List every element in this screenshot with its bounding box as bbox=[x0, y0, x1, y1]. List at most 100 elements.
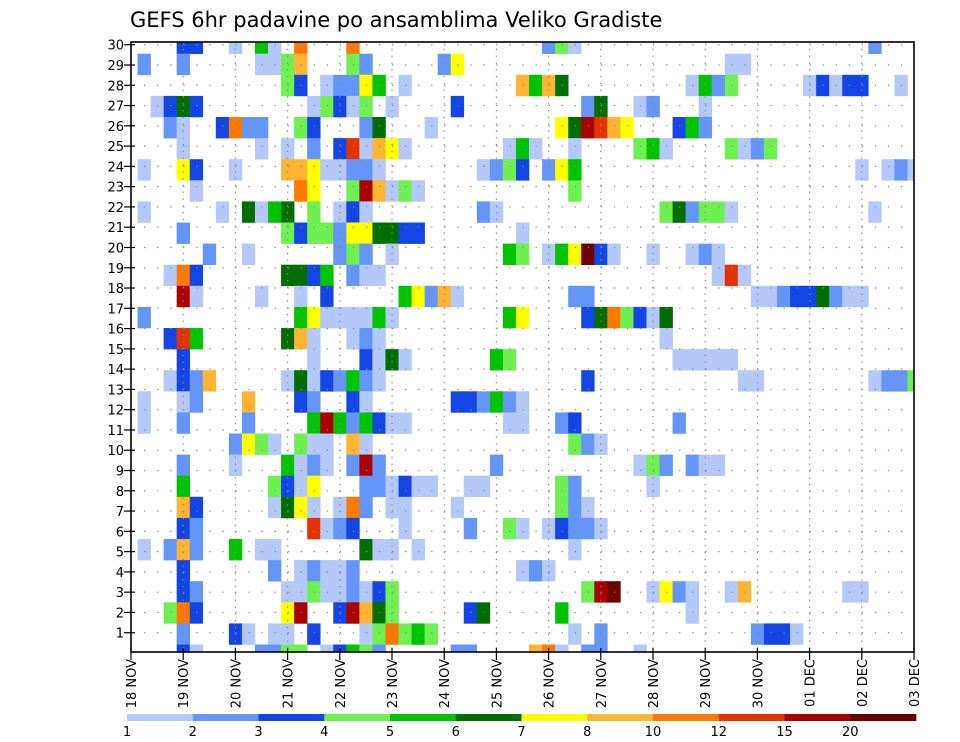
heatmap-cell bbox=[254, 539, 269, 561]
heatmap-cell bbox=[294, 560, 308, 582]
colorbar-swatch bbox=[587, 714, 654, 721]
heatmap-cell bbox=[398, 475, 412, 498]
heatmap-cell bbox=[450, 644, 465, 652]
colorbar-label: 4 bbox=[320, 725, 328, 740]
heatmap-cell bbox=[189, 328, 204, 350]
heatmap-cell bbox=[568, 243, 582, 265]
x-tick-label: 01 DEC bbox=[804, 659, 819, 707]
heatmap-cell bbox=[568, 623, 582, 645]
heatmap-cell bbox=[150, 95, 164, 118]
heatmap-cell bbox=[359, 117, 373, 139]
heatmap-cell bbox=[163, 370, 177, 392]
heatmap-cell bbox=[568, 159, 582, 181]
heatmap-cell bbox=[555, 243, 569, 265]
heatmap-cell bbox=[307, 95, 321, 118]
heatmap-cell bbox=[555, 42, 569, 54]
y-tick-label: 1 bbox=[116, 627, 124, 642]
heatmap-cell bbox=[581, 644, 595, 652]
heatmap-cell bbox=[189, 180, 204, 202]
heatmap-cell bbox=[346, 433, 360, 455]
heatmap-cell bbox=[424, 117, 438, 139]
heatmap-cell bbox=[176, 539, 191, 561]
colorbar-label: 5 bbox=[386, 725, 394, 740]
colorbar-swatch bbox=[258, 714, 325, 721]
heatmap-cell bbox=[307, 433, 321, 455]
y-tick-label: 15 bbox=[107, 343, 124, 358]
heatmap-cell bbox=[372, 264, 386, 287]
heatmap-cell bbox=[698, 243, 713, 265]
heatmap-cell bbox=[359, 243, 373, 265]
heatmap-cell bbox=[685, 201, 699, 223]
heatmap-cell bbox=[907, 159, 914, 181]
heatmap-cell bbox=[763, 138, 778, 160]
y-tick-label: 6 bbox=[116, 525, 124, 540]
heatmap-cell bbox=[594, 95, 608, 118]
heatmap-cell bbox=[633, 454, 647, 476]
heatmap-cell bbox=[581, 306, 595, 329]
heatmap-cell bbox=[489, 349, 504, 371]
y-tick-label: 8 bbox=[116, 485, 124, 500]
heatmap-cell bbox=[176, 328, 191, 350]
heatmap-cell bbox=[294, 306, 308, 329]
heatmap-cell bbox=[346, 412, 360, 434]
heatmap-cell bbox=[320, 95, 334, 118]
heatmap-cell bbox=[189, 517, 204, 540]
heatmap-cell bbox=[463, 517, 478, 540]
heatmap-cell bbox=[502, 138, 517, 160]
heatmap-cell bbox=[346, 201, 360, 223]
colorbar-label: 1 bbox=[123, 725, 131, 740]
heatmap-cell bbox=[241, 391, 256, 413]
heatmap-cell bbox=[750, 285, 765, 308]
heatmap-cell bbox=[790, 285, 804, 308]
heatmap-cell bbox=[307, 475, 321, 498]
heatmap-cell bbox=[268, 539, 282, 561]
heatmap-cell bbox=[659, 201, 673, 223]
heatmap-cell bbox=[672, 412, 686, 434]
heatmap-cell bbox=[333, 243, 347, 265]
heatmap-cell bbox=[646, 243, 660, 265]
heatmap-cell bbox=[202, 243, 217, 265]
heatmap-cell bbox=[359, 433, 373, 455]
heatmap-cell bbox=[672, 117, 686, 139]
heatmap-cell bbox=[489, 454, 504, 476]
heatmap-cell bbox=[137, 159, 151, 181]
heatmap-cell bbox=[307, 264, 321, 287]
heatmap-cell bbox=[581, 517, 595, 540]
colorbar-swatch bbox=[850, 714, 917, 721]
y-tick-label: 16 bbox=[107, 323, 124, 338]
colorbar-swatch bbox=[784, 714, 851, 721]
heatmap-cell bbox=[398, 496, 412, 519]
heatmap-cell bbox=[411, 539, 425, 561]
heatmap-cell bbox=[359, 264, 373, 287]
heatmap-cell bbox=[346, 370, 360, 392]
heatmap-cell bbox=[372, 412, 386, 434]
heatmap-cell bbox=[215, 201, 230, 223]
heatmap-cell bbox=[189, 285, 204, 308]
heatmap-cell bbox=[829, 285, 843, 308]
heatmap-cell bbox=[385, 95, 399, 118]
heatmap-cell bbox=[307, 496, 321, 519]
heatmap-cell bbox=[398, 517, 412, 540]
heatmap-cell bbox=[359, 201, 373, 223]
heatmap-cell bbox=[568, 475, 582, 498]
x-tick-label: 24 NOV bbox=[438, 659, 453, 708]
y-tick-label: 11 bbox=[107, 424, 124, 439]
heatmap-cell bbox=[176, 117, 191, 139]
heatmap-cell bbox=[515, 560, 530, 582]
heatmap-cell bbox=[542, 560, 556, 582]
heatmap-cell bbox=[320, 306, 334, 329]
colorbar-swatch bbox=[390, 714, 457, 721]
grid-lines bbox=[131, 42, 914, 652]
heatmap-cell bbox=[385, 180, 399, 202]
heatmap-cell bbox=[568, 496, 582, 519]
heatmap-cell bbox=[359, 138, 373, 160]
heatmap-cell bbox=[489, 391, 504, 413]
heatmap-cell bbox=[346, 496, 360, 519]
y-tick-label: 21 bbox=[107, 221, 124, 236]
colorbar-swatch bbox=[521, 714, 588, 721]
heatmap-cell bbox=[268, 644, 282, 652]
heatmap-cell bbox=[307, 117, 321, 139]
heatmap-cell bbox=[724, 201, 739, 223]
heatmap-cell bbox=[268, 433, 282, 455]
heatmap-cell bbox=[646, 454, 660, 476]
